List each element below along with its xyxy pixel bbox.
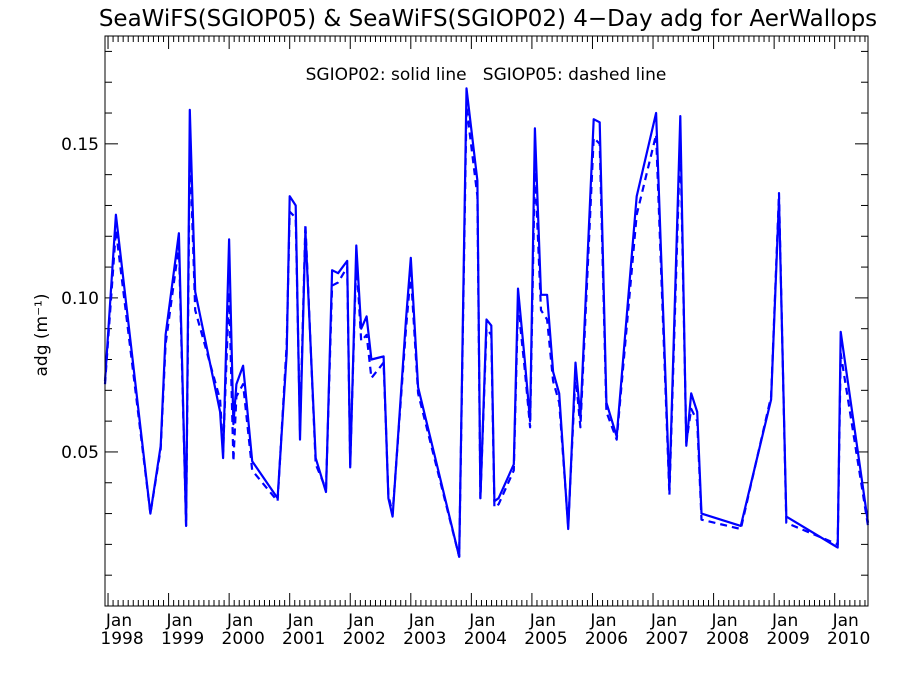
- legend-annotation: SGIOP02: solid line SGIOP05: dashed line: [306, 65, 667, 85]
- y-tick-label: 0.15: [61, 135, 99, 155]
- x-tick-month-label: Jan: [347, 611, 374, 631]
- y-tick-label: 0.10: [61, 289, 99, 309]
- x-tick-year-label: 1999: [161, 629, 204, 649]
- x-tick-month-label: Jan: [832, 611, 859, 631]
- x-tick-month-label: Jan: [650, 611, 677, 631]
- x-tick-year-label: 2005: [524, 629, 567, 649]
- x-tick-month-label: Jan: [408, 611, 435, 631]
- x-tick-year-label: 2002: [343, 629, 386, 649]
- x-tick-year-label: 2007: [645, 629, 688, 649]
- x-tick-month-label: Jan: [165, 611, 192, 631]
- x-tick-month-label: Jan: [529, 611, 556, 631]
- x-tick-year-label: 2009: [767, 629, 810, 649]
- x-tick-month-label: Jan: [468, 611, 495, 631]
- x-tick-year-label: 2010: [827, 629, 870, 649]
- x-tick-year-label: 1998: [100, 629, 143, 649]
- x-tick-year-label: 2006: [585, 629, 628, 649]
- x-tick-year-label: 2000: [222, 629, 265, 649]
- y-axis-label: adg (m⁻¹): [32, 293, 52, 376]
- x-tick-year-label: 2004: [464, 629, 507, 649]
- x-tick-year-label: 2003: [403, 629, 446, 649]
- chart-title: SeaWiFS(SGIOP05) & SeaWiFS(SGIOP02) 4−Da…: [99, 6, 877, 32]
- y-tick-label: 0.05: [61, 443, 99, 463]
- x-tick-month-label: Jan: [105, 611, 132, 631]
- series-line-dashed: [103, 105, 870, 558]
- axis-ticks: 0.050.100.15Jan1998Jan1999Jan2000Jan2001…: [61, 36, 870, 649]
- x-tick-year-label: 2001: [282, 629, 325, 649]
- x-tick-year-label: 2008: [706, 629, 749, 649]
- x-tick-month-label: Jan: [226, 611, 253, 631]
- x-tick-month-label: Jan: [589, 611, 616, 631]
- x-tick-month-label: Jan: [710, 611, 737, 631]
- plot-frame: [104, 35, 869, 607]
- x-tick-month-label: Jan: [287, 611, 314, 631]
- x-tick-month-label: Jan: [771, 611, 798, 631]
- series-group: [103, 87, 870, 558]
